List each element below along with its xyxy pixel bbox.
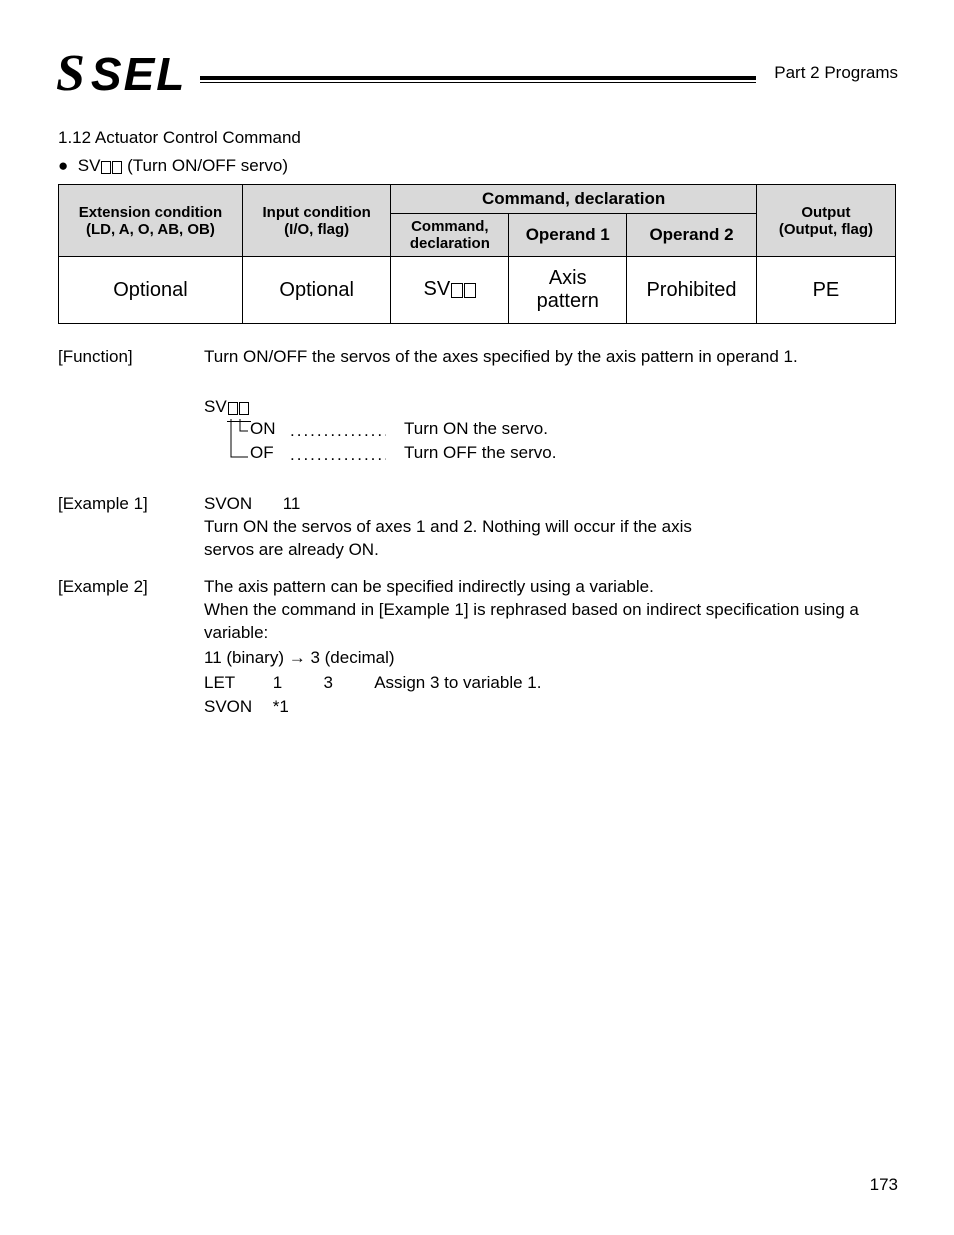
th-extension-l2: (LD, A, O, AB, OB) xyxy=(65,221,236,238)
th-extension-l1: Extension condition xyxy=(65,204,236,221)
section-title: 1.12 Actuator Control Command xyxy=(58,128,896,148)
connector-lines-icon xyxy=(230,419,264,463)
th-extension: Extension condition (LD, A, O, AB, OB) xyxy=(59,185,243,257)
dots-icon: ............... xyxy=(290,421,386,441)
example1-operand: 11 xyxy=(283,493,375,516)
table-row: Optional Optional SV Axis pattern Prohib… xyxy=(59,257,896,324)
arrow-right-icon: → xyxy=(289,648,306,667)
td-operand1: Axis pattern xyxy=(509,257,627,324)
command-table: Extension condition (LD, A, O, AB, OB) I… xyxy=(58,184,896,324)
code1-desc: Assign 3 to variable 1. xyxy=(374,672,541,695)
function-text: Turn ON/OFF the servos of the axes speci… xyxy=(204,346,896,369)
example1-desc: Turn ON the servos of axes 1 and 2. Noth… xyxy=(204,516,734,562)
logo-s-mark: S xyxy=(56,48,85,100)
th-operand1: Operand 1 xyxy=(509,214,627,257)
placeholder-boxes-icon xyxy=(100,158,122,178)
code2-op1: *1 xyxy=(273,696,319,719)
th-operand2: Operand 2 xyxy=(627,214,757,257)
diagram-sv: SV xyxy=(204,397,227,416)
td-operand2: Prohibited xyxy=(627,257,757,324)
code1-op1: 1 xyxy=(273,672,319,695)
example1-body: SVON 11 Turn ON the servos of axes 1 and… xyxy=(204,493,896,562)
th-input: Input condition (I/O, flag) xyxy=(242,185,391,257)
td-command-prefix: SV xyxy=(424,278,451,300)
placeholder-boxes-icon xyxy=(227,399,249,419)
header-rule xyxy=(200,76,756,83)
td-input: Optional xyxy=(242,257,391,324)
th-command-l1: Command, xyxy=(397,218,502,235)
sv-suffix-label: (Turn ON/OFF servo) xyxy=(122,156,288,175)
subsection-title: ● SV (Turn ON/OFF servo) xyxy=(58,156,896,178)
example2-line1: The axis pattern can be specified indire… xyxy=(204,576,896,599)
page-header: S SEL Part 2 Programs xyxy=(56,48,898,100)
td-output: PE xyxy=(756,257,895,324)
example1-row: [Example 1] SVON 11 Turn ON the servos o… xyxy=(58,493,896,562)
diagram-on-desc: Turn ON the servo. xyxy=(404,419,548,439)
function-row: [Function] Turn ON/OFF the servos of the… xyxy=(58,346,896,369)
code2-cmd: SVON xyxy=(204,696,268,719)
th-command-l2: declaration xyxy=(397,235,502,252)
header-part-label: Part 2 Programs xyxy=(774,63,898,83)
th-input-l2: (I/O, flag) xyxy=(249,221,385,238)
page: S SEL Part 2 Programs 1.12 Actuator Cont… xyxy=(0,0,954,1235)
example2-code1: LET 1 3 Assign 3 to variable 1. xyxy=(204,672,896,695)
dots-icon: ............... xyxy=(290,445,386,465)
logo: S SEL xyxy=(56,48,186,100)
example2-code2: SVON *1 xyxy=(204,696,896,719)
diagram-of-desc: Turn OFF the servo. xyxy=(404,443,556,463)
example1-cmd: SVON xyxy=(204,493,278,516)
td-extension: Optional xyxy=(59,257,243,324)
example2-line2: When the command in [Example 1] is rephr… xyxy=(204,599,896,645)
th-command: Command, declaration xyxy=(391,214,509,257)
body: [Function] Turn ON/OFF the servos of the… xyxy=(58,346,896,719)
th-output-l1: Output xyxy=(763,204,889,221)
code1-op2: 3 xyxy=(323,672,369,695)
placeholder-boxes-icon xyxy=(450,280,476,303)
th-output: Output (Output, flag) xyxy=(756,185,895,257)
bullet-icon: ● xyxy=(58,156,68,175)
th-output-l2: (Output, flag) xyxy=(763,221,889,238)
code1-cmd: LET xyxy=(204,672,268,695)
example2-body: The axis pattern can be specified indire… xyxy=(204,576,896,720)
example2-line3: 11 (binary) → 3 (decimal) xyxy=(204,647,896,670)
td-command: SV xyxy=(391,257,509,324)
example2-row: [Example 2] The axis pattern can be spec… xyxy=(58,576,896,720)
example2-label: [Example 2] xyxy=(58,576,204,599)
example2-l3b: 3 (decimal) xyxy=(306,648,395,667)
logo-sel-mark: SEL xyxy=(91,51,186,97)
example2-l3a: 11 (binary) xyxy=(204,648,289,667)
example1-label: [Example 1] xyxy=(58,493,204,516)
sv-suffix-diagram: SV ON ............... Turn ON the servo. xyxy=(204,397,896,463)
page-number: 173 xyxy=(870,1175,898,1195)
section: 1.12 Actuator Control Command ● SV (Turn… xyxy=(56,128,898,719)
th-input-l1: Input condition xyxy=(249,204,385,221)
function-label: [Function] xyxy=(58,346,204,369)
td-operand1-l2: pattern xyxy=(515,290,620,313)
th-command-decl-span: Command, declaration xyxy=(391,185,756,214)
sv-prefix: SV xyxy=(78,156,101,175)
td-operand1-l1: Axis xyxy=(515,267,620,290)
